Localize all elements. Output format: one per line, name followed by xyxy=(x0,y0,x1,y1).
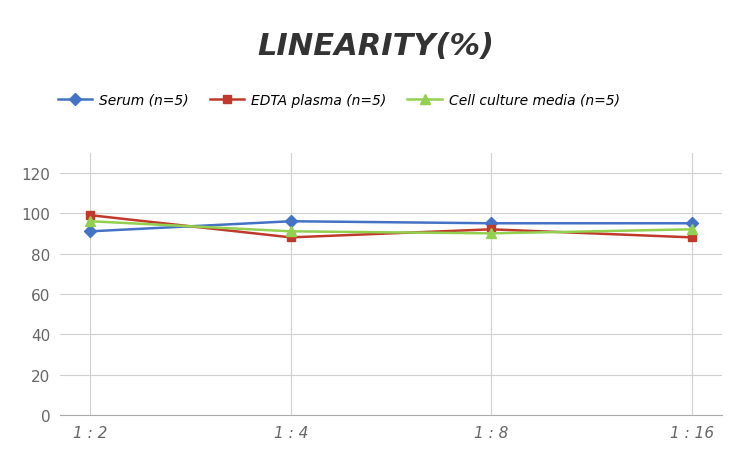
Legend: Serum (n=5), EDTA plasma (n=5), Cell culture media (n=5): Serum (n=5), EDTA plasma (n=5), Cell cul… xyxy=(52,88,626,113)
Line: EDTA plasma (n=5): EDTA plasma (n=5) xyxy=(86,212,696,242)
Cell culture media (n=5) xyxy=(687,227,696,233)
Serum (n=5) xyxy=(86,229,95,235)
Serum (n=5) xyxy=(287,219,296,225)
Serum (n=5) xyxy=(487,221,496,226)
Line: Cell culture media (n=5): Cell culture media (n=5) xyxy=(86,217,696,239)
Cell culture media (n=5) xyxy=(86,219,95,225)
EDTA plasma (n=5) xyxy=(487,227,496,233)
EDTA plasma (n=5) xyxy=(86,213,95,218)
EDTA plasma (n=5) xyxy=(687,235,696,240)
Cell culture media (n=5) xyxy=(287,229,296,235)
Cell culture media (n=5) xyxy=(487,231,496,236)
EDTA plasma (n=5) xyxy=(287,235,296,240)
Line: Serum (n=5): Serum (n=5) xyxy=(86,217,696,236)
Text: LINEARITY(%): LINEARITY(%) xyxy=(257,32,495,60)
Serum (n=5) xyxy=(687,221,696,226)
